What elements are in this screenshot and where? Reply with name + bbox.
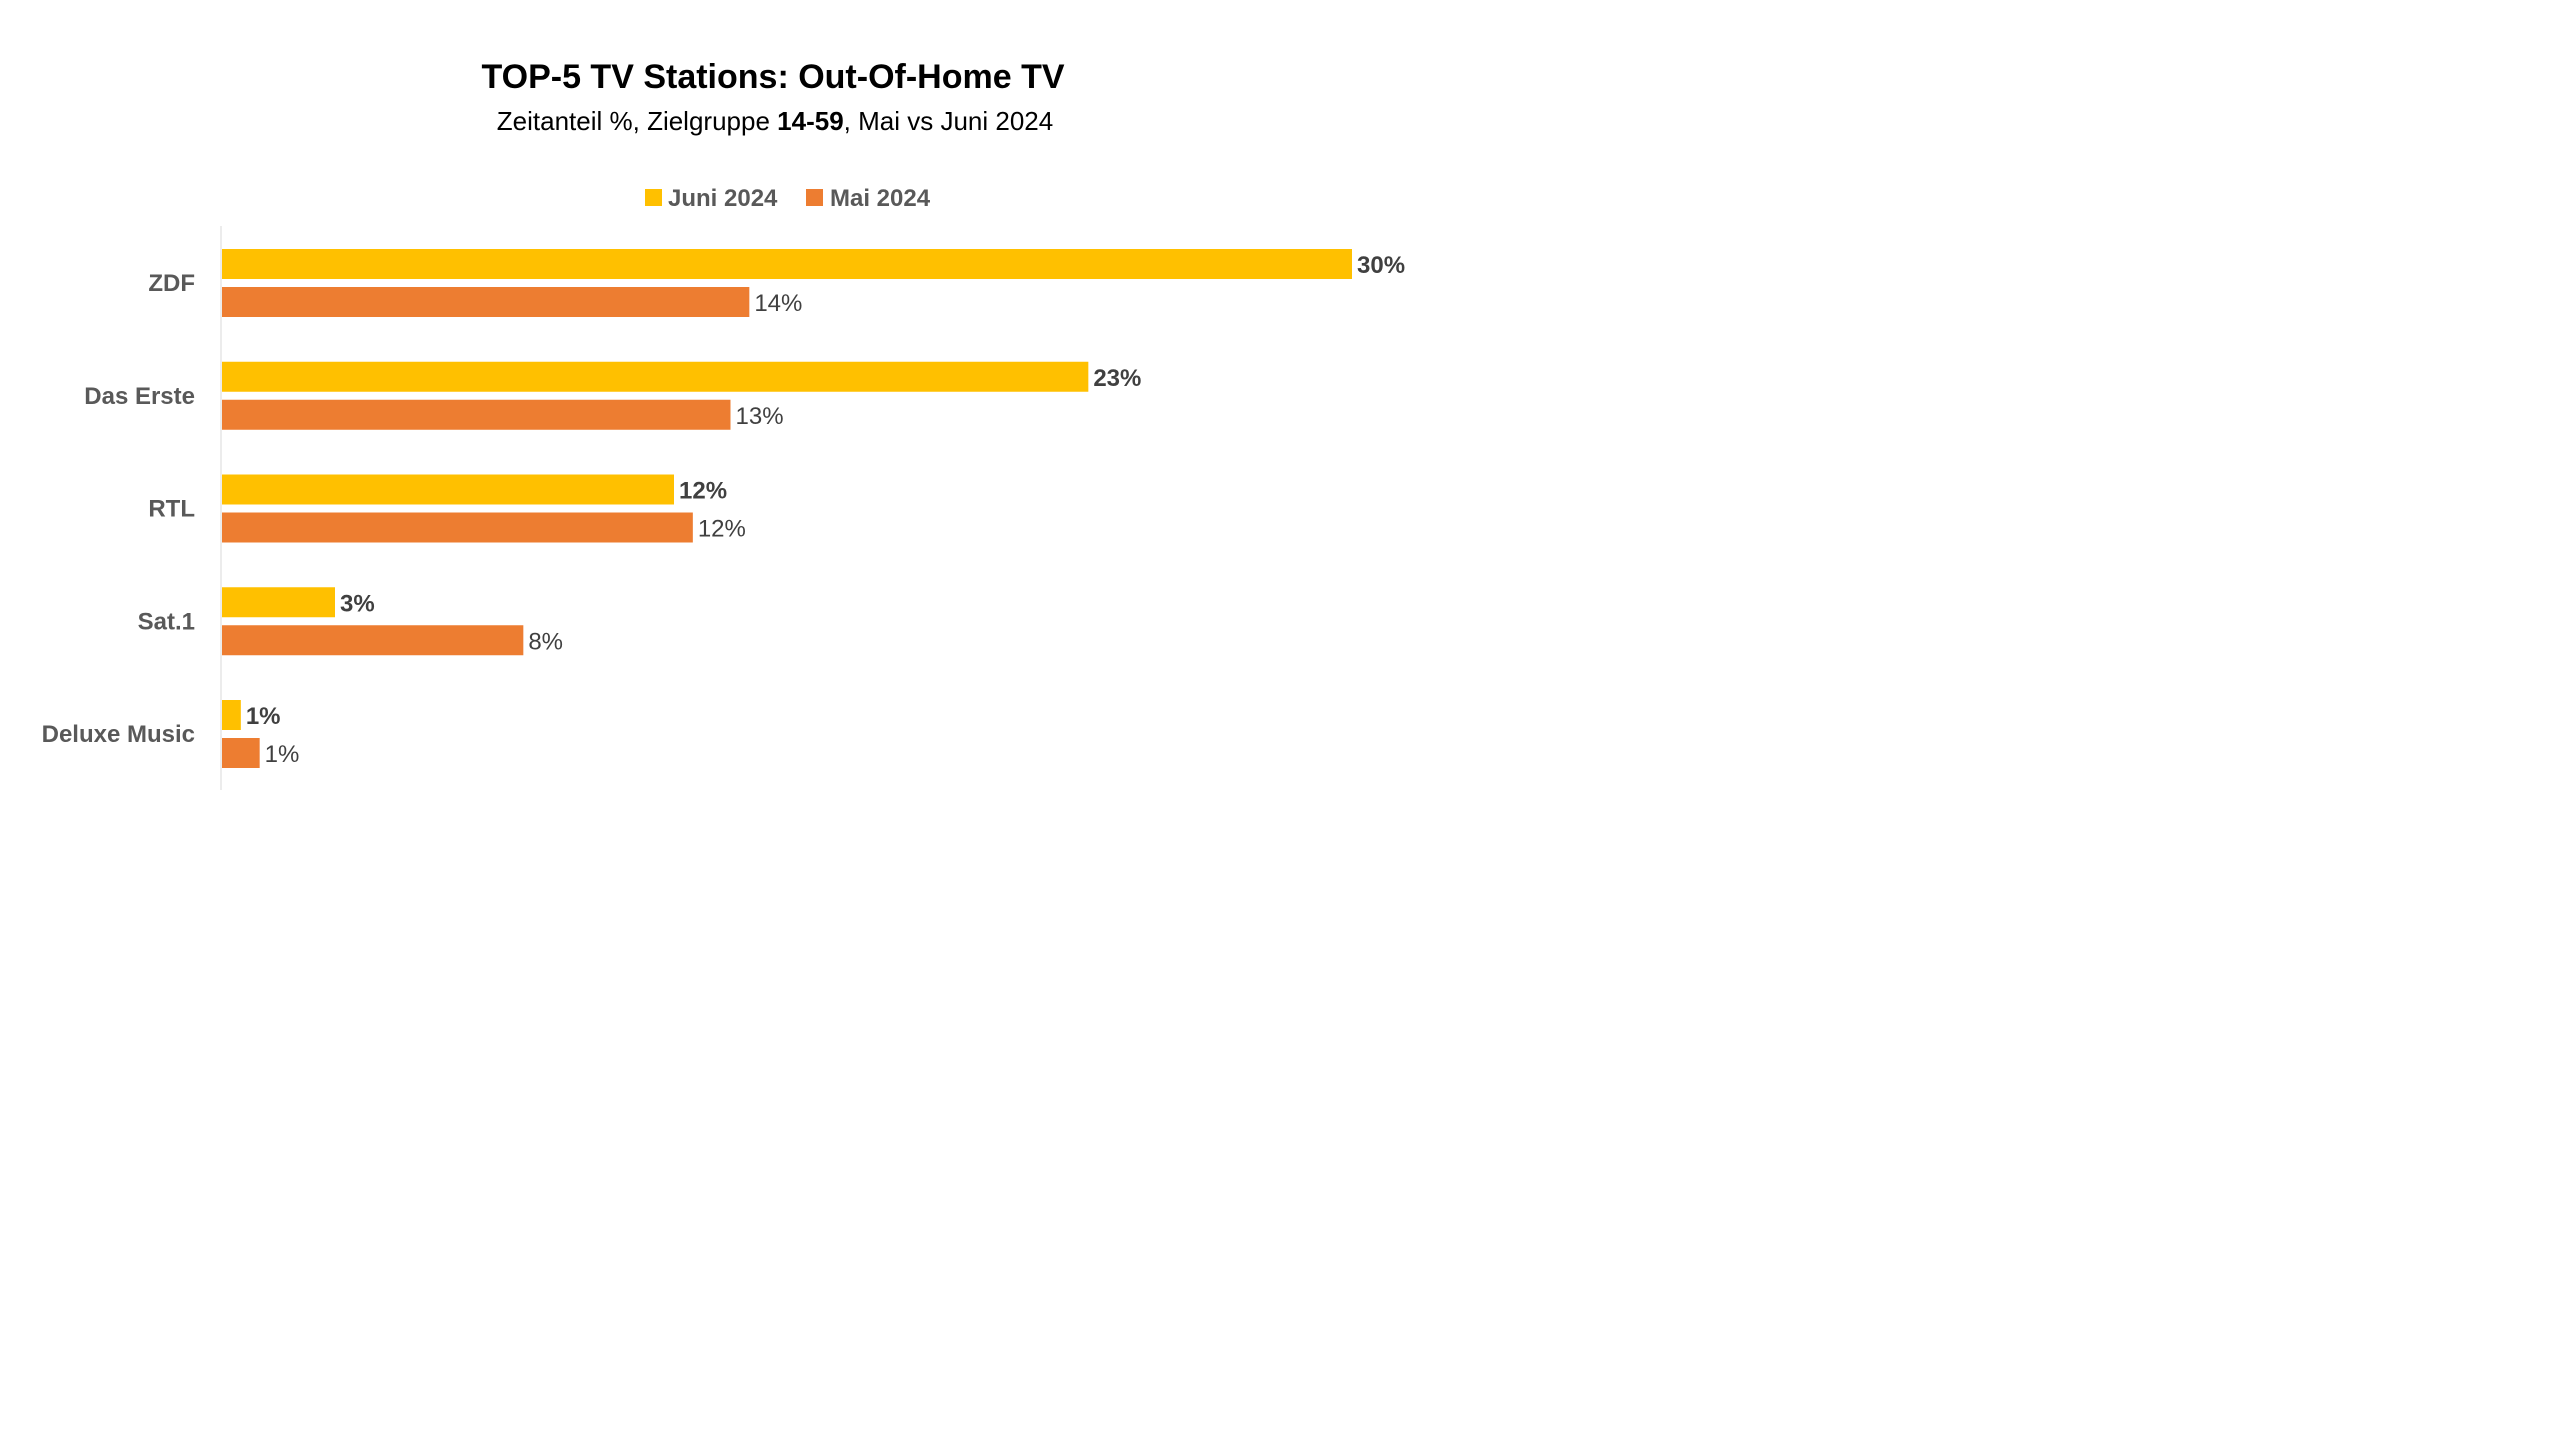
chart-legend: Juni 2024 Mai 2024 xyxy=(645,185,931,212)
legend-swatch-mai-2024 xyxy=(806,189,823,206)
category-group-deluxe-music: Deluxe Music 1% 1% xyxy=(42,700,300,768)
chart-subtitle: Zeitanteil %, Zielgruppe 14-59, Mai vs J… xyxy=(497,106,1053,136)
data-label-juni-2024-zdf: 30% xyxy=(1357,252,1405,279)
chart-container: TOP-5 TV Stations: Out-Of-Home TV Zeitan… xyxy=(0,0,1567,882)
bar-juni-2024-sat-1 xyxy=(222,587,335,618)
chart-title: TOP-5 TV Stations: Out-Of-Home TV xyxy=(481,58,1064,96)
category-label: ZDF xyxy=(148,270,195,297)
chart-subtitle-age-range: 14-59 xyxy=(777,106,844,136)
bar-juni-2024-rtl xyxy=(222,474,674,505)
bar-mai-2024-deluxe-music xyxy=(222,738,260,768)
legend-swatch-juni-2024 xyxy=(645,189,662,206)
category-group-das-erste: Das Erste 23% 13% xyxy=(84,361,1141,430)
chart-subtitle-suffix: , Mai vs Juni 2024 xyxy=(844,106,1054,136)
bar-chart: TOP-5 TV Stations: Out-Of-Home TV Zeitan… xyxy=(42,58,1405,790)
plot-area: ZDF 30% 14% Das Erste 23% 13% RTL 12% 12% Sat.1 3%… xyxy=(42,249,1405,768)
bar-juni-2024-deluxe-music xyxy=(222,700,241,730)
data-label-juni-2024-rtl: 12% xyxy=(679,478,727,505)
data-label-juni-2024-das-erste: 23% xyxy=(1093,365,1141,392)
data-label-mai-2024-rtl: 12% xyxy=(698,516,746,543)
category-group-rtl: RTL 12% 12% xyxy=(148,474,746,543)
category-label: RTL xyxy=(148,496,195,523)
bar-mai-2024-das-erste xyxy=(222,399,731,430)
category-label: Das Erste xyxy=(84,383,195,410)
bar-mai-2024-sat-1 xyxy=(222,625,524,656)
category-label: Deluxe Music xyxy=(42,721,195,748)
category-group-zdf: ZDF 30% 14% xyxy=(148,249,1405,317)
legend-label-mai-2024: Mai 2024 xyxy=(830,185,931,212)
chart-subtitle-prefix: Zeitanteil %, Zielgruppe xyxy=(497,106,777,136)
data-label-juni-2024-sat-1: 3% xyxy=(340,590,375,617)
bar-mai-2024-zdf xyxy=(222,287,750,317)
bar-juni-2024-das-erste xyxy=(222,361,1089,392)
bar-mai-2024-rtl xyxy=(222,512,693,543)
data-label-mai-2024-deluxe-music: 1% xyxy=(265,741,300,768)
legend-label-juni-2024: Juni 2024 xyxy=(668,185,778,212)
data-label-mai-2024-das-erste: 13% xyxy=(736,403,784,430)
data-label-mai-2024-sat-1: 8% xyxy=(528,628,563,655)
data-label-juni-2024-deluxe-music: 1% xyxy=(246,703,281,730)
category-label: Sat.1 xyxy=(138,608,195,635)
data-label-mai-2024-zdf: 14% xyxy=(754,290,802,317)
category-group-sat-1: Sat.1 3% 8% xyxy=(138,587,563,656)
bar-juni-2024-zdf xyxy=(222,249,1352,279)
